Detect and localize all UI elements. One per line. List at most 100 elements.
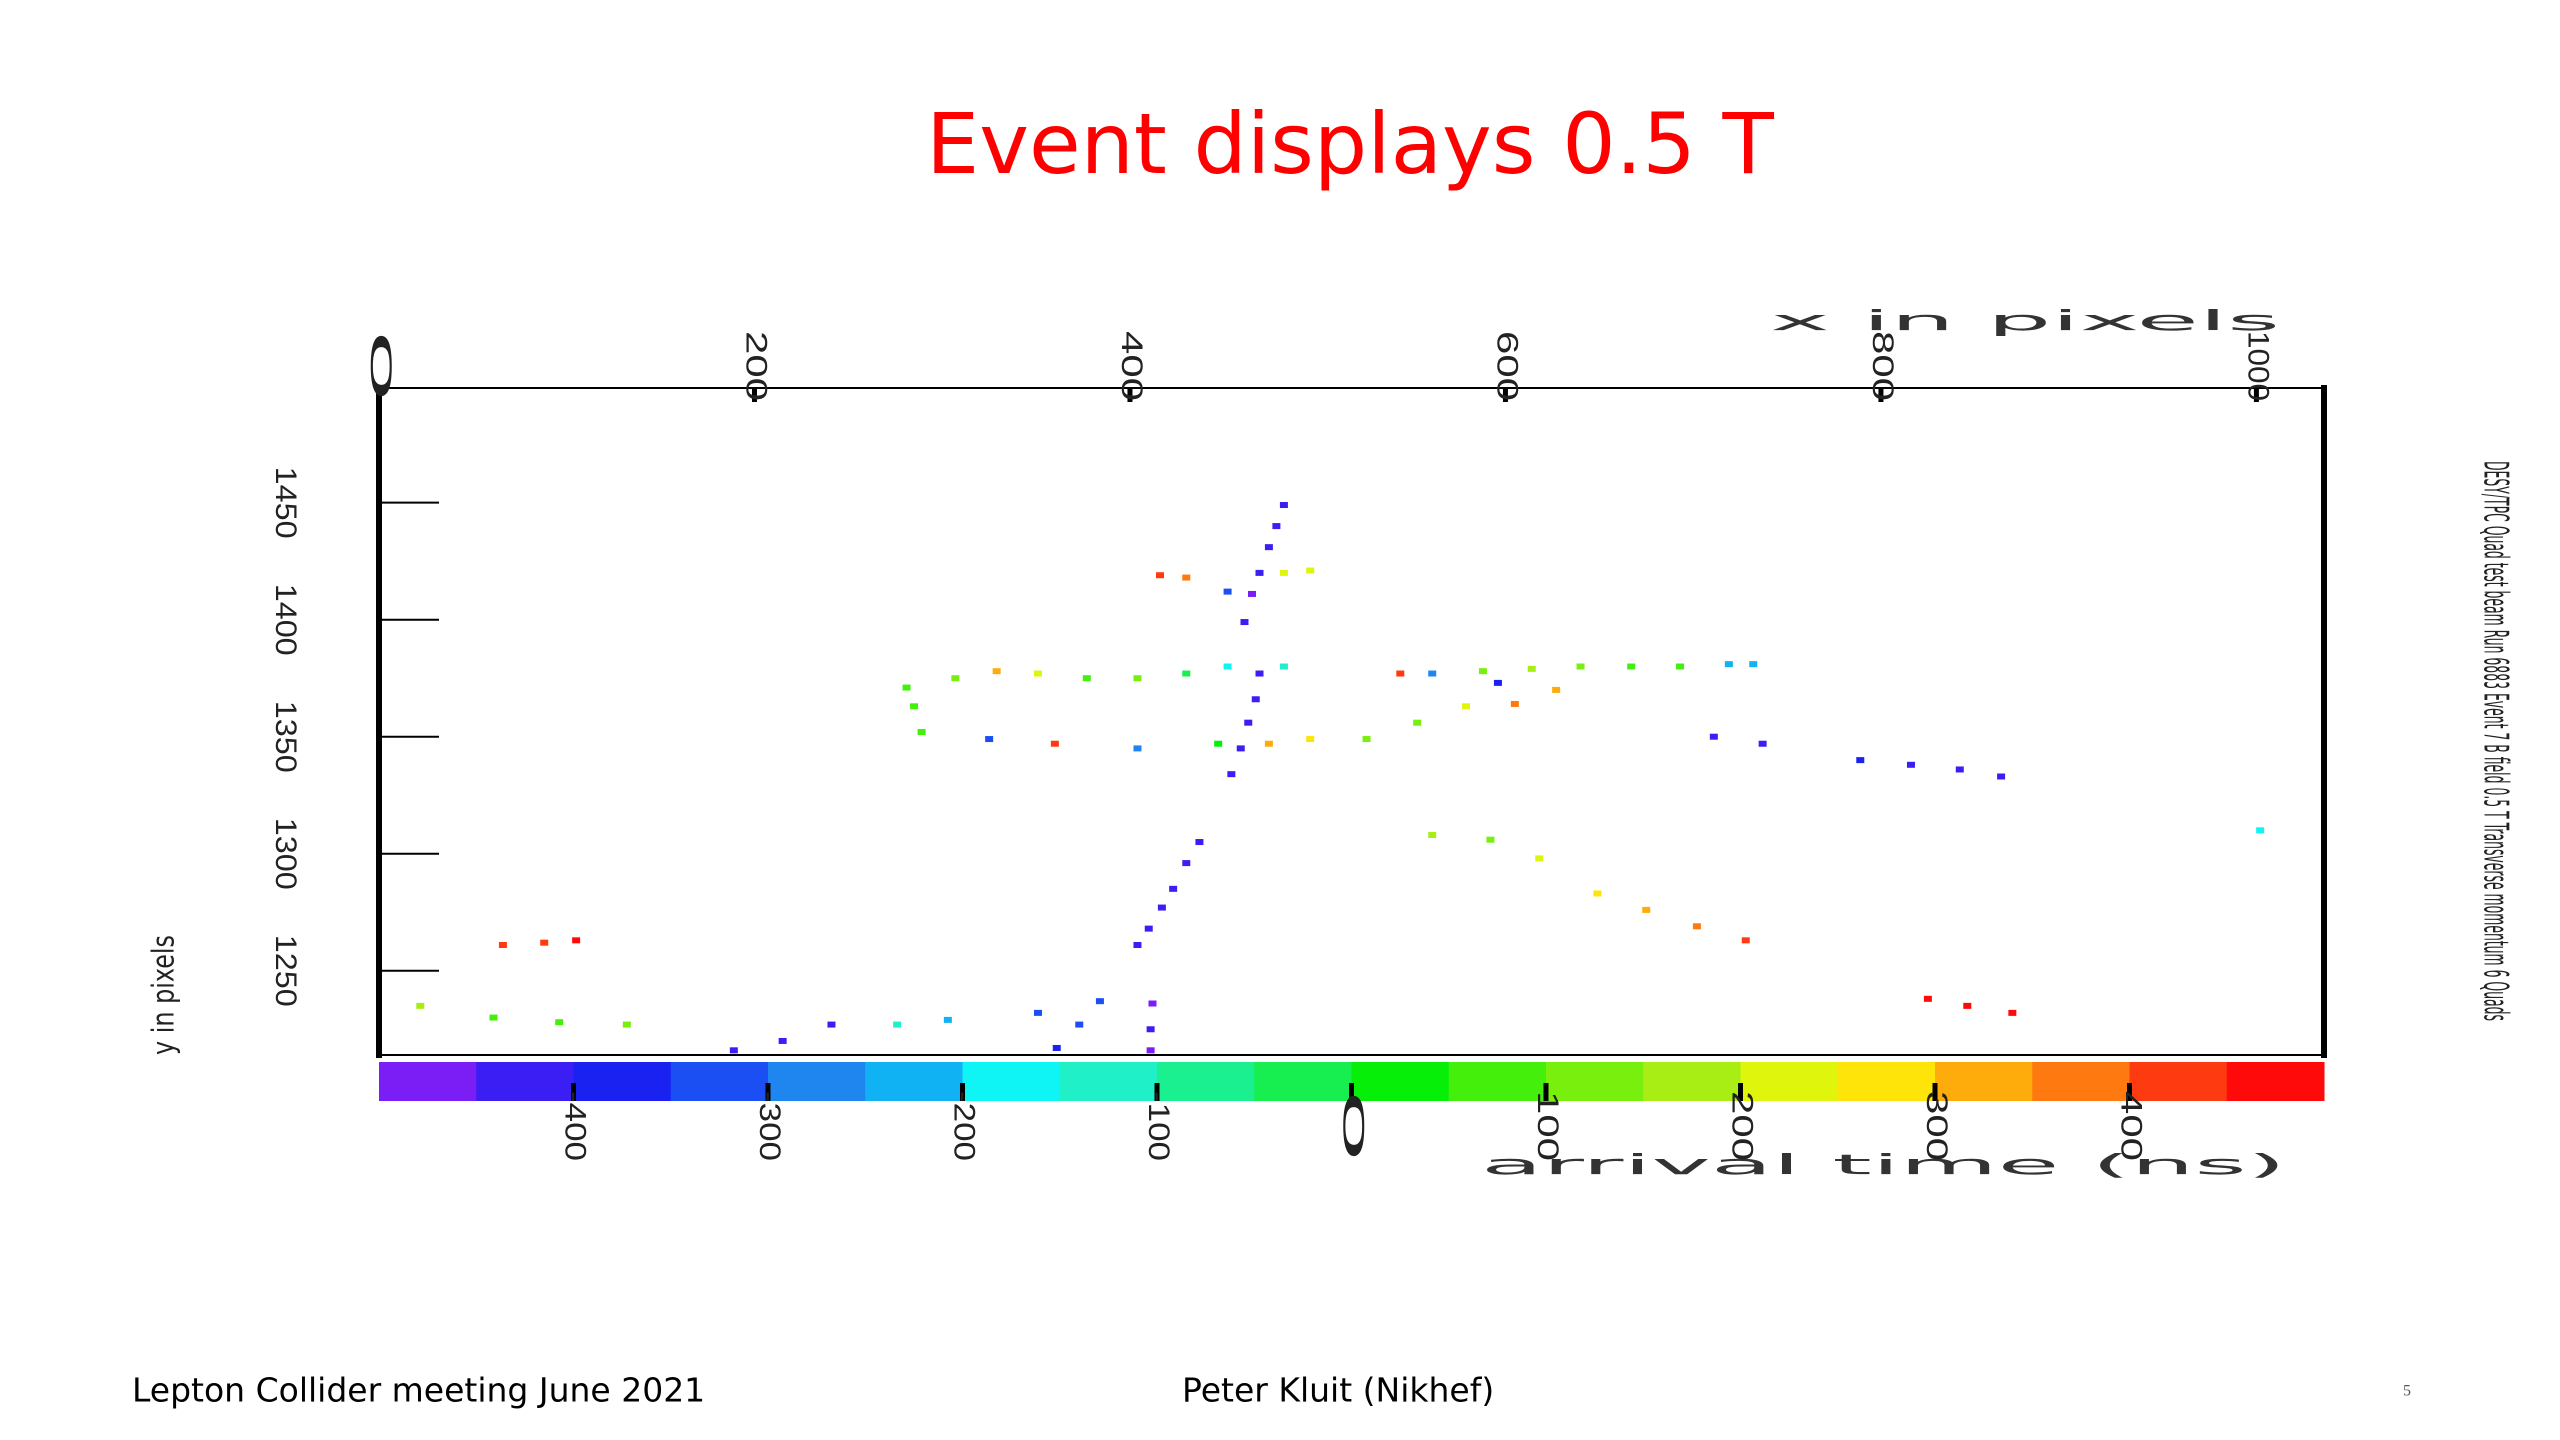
hit: [1247, 590, 1256, 597]
hit: [1146, 1026, 1155, 1033]
hit: [1182, 574, 1191, 581]
hit: [1033, 670, 1042, 677]
x-tick-label: 400: [1115, 331, 1148, 401]
side-text: DESY/TPC Quad test beam Run 6883 Event 7…: [2476, 461, 2516, 1021]
hit: [1255, 569, 1264, 576]
hit: [1144, 925, 1153, 932]
hit: [1749, 661, 1758, 668]
hit: [1486, 836, 1495, 843]
hit: [489, 1014, 498, 1021]
hit: [1306, 567, 1315, 574]
y-tick-label: 1350: [269, 701, 302, 773]
hit: [1075, 1021, 1084, 1028]
hit: [1413, 719, 1422, 726]
x-axis-label: x in pixels: [1770, 304, 2280, 337]
hit: [1955, 766, 1964, 773]
colorbar-bin: [379, 1062, 477, 1101]
colorbar-bin: [1837, 1062, 1936, 1101]
hit: [1923, 995, 1932, 1002]
hit: [1146, 1047, 1155, 1054]
colorbar-tick-label: -100: [1142, 1091, 1175, 1161]
hit: [917, 729, 926, 736]
x-tick-label: 1000: [2241, 331, 2274, 401]
hit: [910, 703, 919, 710]
colorbar-bin: [2129, 1062, 2228, 1101]
hit: [1535, 855, 1544, 862]
hit: [985, 736, 994, 743]
colorbar-tick-label: 0: [1337, 1091, 1370, 1161]
hit: [1428, 832, 1437, 839]
colorbar-bin: [1546, 1062, 1644, 1101]
colorbar-bin: [768, 1062, 866, 1101]
hit: [1493, 679, 1502, 686]
x-tick-label: 0: [364, 331, 397, 401]
colorbar-bin: [1740, 1062, 1839, 1101]
y-tick-label: 1300: [269, 818, 302, 890]
hit: [1758, 740, 1767, 747]
hit: [1133, 942, 1142, 949]
hit: [1133, 745, 1142, 752]
hit: [1157, 904, 1166, 911]
hit: [943, 1016, 952, 1023]
hit: [1095, 998, 1104, 1005]
hit: [1182, 670, 1191, 677]
hit: [729, 1047, 738, 1054]
colorbar-tick-label: 100: [1531, 1091, 1564, 1161]
hit: [540, 939, 549, 946]
hit: [1255, 670, 1264, 677]
x-tick-label: 200: [740, 331, 773, 401]
hit: [1133, 675, 1142, 682]
hit: [1396, 670, 1405, 677]
hit: [1279, 663, 1288, 670]
hit: [622, 1021, 631, 1028]
hit: [1148, 1000, 1157, 1007]
hit: [1156, 572, 1165, 579]
hit: [1240, 619, 1249, 626]
hit: [1223, 588, 1232, 595]
colorbar-bin: [2226, 1062, 2325, 1101]
hit: [1306, 736, 1315, 743]
hit: [1642, 906, 1651, 913]
hit: [1963, 1002, 1972, 1009]
hit: [1264, 544, 1273, 551]
hit: [1214, 740, 1223, 747]
hit: [1169, 885, 1178, 892]
colorbar-bin: [670, 1062, 769, 1101]
hit: [1033, 1009, 1042, 1016]
hit: [902, 684, 911, 691]
hit: [1552, 686, 1561, 693]
hit: [1182, 860, 1191, 867]
hit: [1279, 502, 1288, 509]
colorbar-tick-label: 200: [1726, 1091, 1759, 1161]
hit: [1906, 761, 1915, 768]
hit: [572, 937, 581, 944]
y-tick-label: 1400: [269, 584, 302, 656]
hit: [1052, 1044, 1061, 1051]
hit: [1593, 890, 1602, 897]
hit: [1362, 736, 1371, 743]
slide-title: Event displays 0.5 T: [926, 95, 1774, 193]
colorbar-tick-label: -200: [948, 1091, 981, 1161]
hit: [951, 675, 960, 682]
hit: [1082, 675, 1091, 682]
hit: [1510, 700, 1519, 707]
colorbar-bin: [573, 1062, 672, 1101]
hit: [778, 1037, 787, 1044]
hit: [1272, 523, 1281, 530]
hit: [555, 1019, 564, 1026]
colorbar-label: arrival time (ns): [1481, 1148, 2286, 1181]
y-axis-label: y in pixels: [147, 935, 182, 1055]
hit: [1741, 937, 1750, 944]
page-number: 5: [2403, 1383, 2411, 1400]
hit: [1576, 663, 1585, 670]
hit: [1244, 719, 1253, 726]
hit: [416, 1002, 425, 1009]
plot-frame: [378, 387, 2325, 1056]
hit: [1251, 696, 1260, 703]
hit: [1264, 740, 1273, 747]
footer-center: Peter Kluit (Nikhef): [1182, 1371, 1494, 1410]
colorbar-bin: [1059, 1062, 1158, 1101]
hit: [498, 942, 507, 949]
